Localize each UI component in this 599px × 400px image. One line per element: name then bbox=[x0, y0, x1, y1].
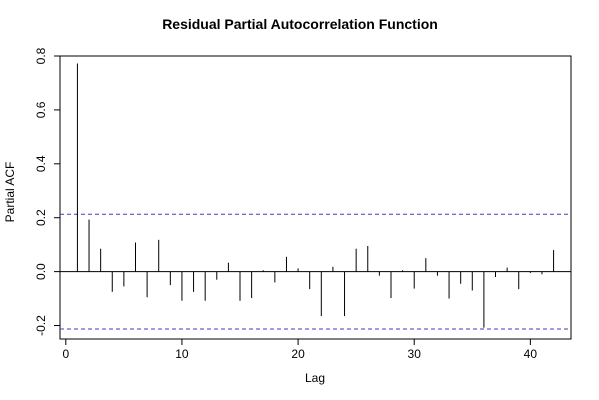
y-axis-label: Partial ACF bbox=[3, 162, 17, 223]
y-axis: -0.2 0.0 0.2 0.4 0.6 0.8 bbox=[34, 47, 60, 336]
x-tick-label: 0 bbox=[62, 347, 69, 361]
y-tick-label: 0.6 bbox=[34, 101, 48, 118]
y-tick-label: 0.0 bbox=[34, 263, 48, 280]
y-tick-label: -0.2 bbox=[34, 315, 48, 336]
chart-title: Residual Partial Autocorrelation Functio… bbox=[162, 16, 438, 32]
x-tick-label: 40 bbox=[524, 347, 538, 361]
y-tick-label: 0.4 bbox=[34, 155, 48, 172]
x-axis: 0 10 20 30 40 bbox=[62, 339, 537, 361]
y-tick-label: 0.8 bbox=[34, 47, 48, 64]
confidence-bounds bbox=[60, 213, 571, 330]
x-tick-label: 30 bbox=[408, 347, 422, 361]
pacf-bars bbox=[76, 63, 555, 328]
x-tick-label: 20 bbox=[291, 347, 305, 361]
x-axis-label: Lag bbox=[305, 371, 325, 385]
plot-frame bbox=[59, 55, 572, 340]
y-tick-label: 0.2 bbox=[34, 209, 48, 226]
x-tick-label: 10 bbox=[175, 347, 189, 361]
